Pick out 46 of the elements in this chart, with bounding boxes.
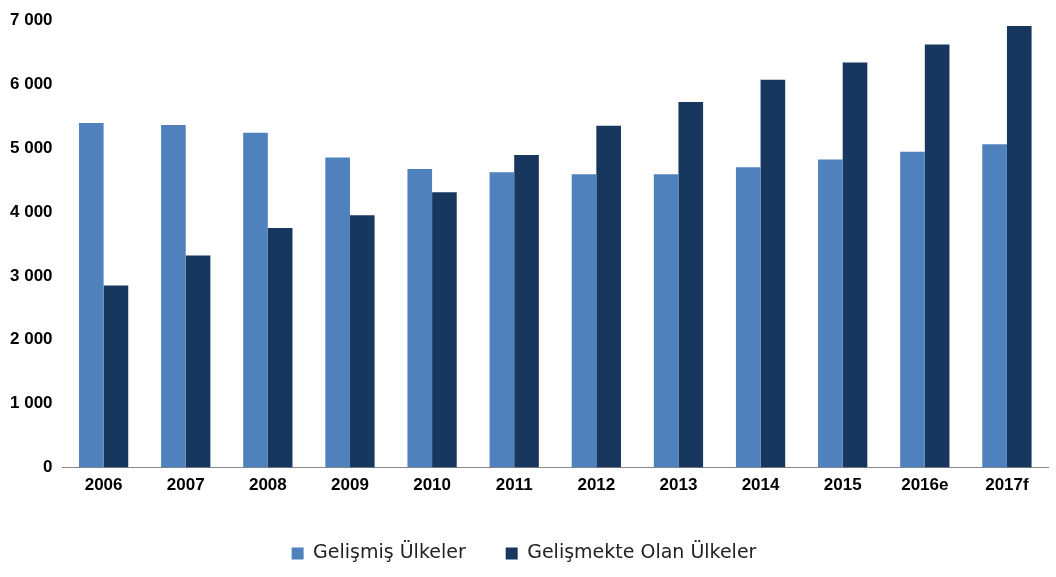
x-tick-label: 2009 (331, 475, 369, 495)
x-tick-label: 2012 (577, 475, 616, 495)
bar (78, 123, 104, 468)
bar (407, 169, 433, 468)
x-tick-label: 2006 (84, 475, 123, 495)
y-tick-label: 3 000 (9, 265, 53, 285)
bar (818, 159, 843, 468)
bar (161, 125, 186, 468)
bar (103, 285, 129, 468)
y-tick-label: 4 000 (9, 201, 53, 221)
bar (653, 174, 679, 468)
bar (571, 174, 597, 468)
bar (514, 155, 539, 468)
bar (432, 192, 457, 468)
x-tick-label: 2010 (413, 475, 451, 495)
bar (596, 125, 621, 468)
bar (1006, 25, 1032, 468)
legend-label: Gelişmiş Ülkeler (313, 540, 466, 563)
bar (185, 255, 211, 468)
bar (489, 172, 515, 468)
y-tick-label: 1 000 (9, 393, 53, 413)
x-tick-label: 2016e (901, 475, 949, 495)
legend-label: Gelişmekte Olan Ülkeler (527, 540, 757, 563)
x-tick-label: 2014 (741, 475, 781, 495)
x-tick-label: 2011 (495, 475, 533, 495)
bar (678, 102, 704, 468)
bar (325, 157, 350, 468)
bar (900, 151, 925, 468)
bar (267, 227, 293, 468)
y-tick-label: 0 (43, 457, 53, 477)
bar (760, 79, 786, 468)
y-tick-label: 7 000 (9, 9, 53, 29)
x-tick-label: 2017f (985, 475, 1030, 495)
x-tick-label: 2007 (166, 475, 205, 495)
bar (842, 62, 868, 468)
x-tick-label: 2008 (248, 475, 287, 495)
bar (243, 132, 268, 468)
bar (349, 215, 375, 468)
bar (735, 167, 761, 468)
bar (982, 144, 1007, 468)
y-tick-label: 6 000 (9, 73, 53, 93)
x-tick-label: 2013 (659, 475, 698, 495)
x-tick-label: 2015 (823, 475, 862, 495)
bar (924, 44, 950, 468)
y-tick-label: 2 000 (9, 329, 53, 349)
y-tick-label: 5 000 (9, 137, 53, 157)
